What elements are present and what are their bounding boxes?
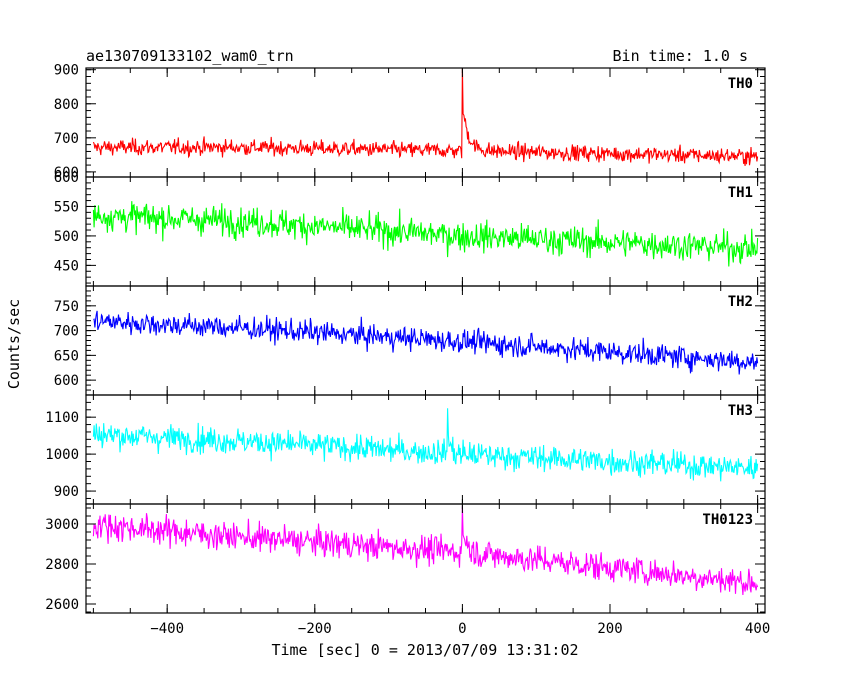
y-tick-label-th3: 1000 [45, 447, 79, 463]
panel-th0: 600 700 800 900 TH0 [54, 63, 766, 181]
bin-time-label: Bin time: 1.0 s [613, 47, 748, 65]
x-axis-label: Time [sec] 0 = 2013/07/09 13:31:02 [271, 641, 578, 659]
y-tick-label-th2: 650 [54, 348, 79, 364]
y-tick-label-th1: 600 [54, 170, 79, 186]
y-tick-label-th0123: 2800 [45, 557, 79, 573]
x-tick-label: −200 [298, 621, 332, 637]
y-tick-label-th0123: 3000 [45, 517, 79, 533]
x-tick-label: 400 [745, 621, 770, 637]
panel-th3: 900 1000 1100 TH3 [45, 394, 766, 505]
y-tick-label-th0: 800 [54, 97, 79, 113]
y-axis-label: Counts/sec [5, 299, 23, 389]
y-tick-label-th2: 750 [54, 299, 79, 315]
y-tick-label-th0: 600 [54, 165, 79, 181]
chart-title: ae130709133102_wam0_trn [86, 47, 294, 65]
panel-frame-th0 [85, 67, 766, 178]
x-tick-label: 200 [597, 621, 622, 637]
y-tick-label-th1: 550 [54, 199, 79, 215]
series-line-th3 [92, 408, 759, 482]
y-tick-label-th2: 600 [54, 373, 79, 389]
series-line-th0 [92, 68, 759, 166]
panel-label-th1: TH1 [728, 185, 753, 201]
panel-label-th3: TH3 [728, 403, 753, 419]
y-tick-label-th3: 1100 [45, 410, 79, 426]
series-line-th0123 [92, 506, 759, 596]
panel-frame-th0123 [85, 503, 766, 614]
y-tick-label-th3: 900 [54, 484, 79, 500]
panels: 600 700 800 900 TH0 450 500 550 600 TH1 600 650 700 7… [45, 63, 770, 637]
panel-label-th0: TH0 [728, 76, 753, 92]
y-tick-label-th2: 700 [54, 324, 79, 340]
y-tick-label-th1: 450 [54, 258, 79, 274]
panel-label-th2: TH2 [728, 294, 753, 310]
y-tick-label-th0123: 2600 [45, 597, 79, 613]
x-tick-label: 0 [458, 621, 466, 637]
y-tick-label-th1: 500 [54, 229, 79, 245]
series-line-th1 [92, 201, 759, 267]
panel-th2: 600 650 700 750 TH2 [54, 285, 766, 396]
series-line-th2 [93, 310, 759, 375]
y-tick-label-th0: 900 [54, 63, 79, 79]
y-tick-label-th0: 700 [54, 131, 79, 147]
panel-th1: 450 500 550 600 TH1 [54, 170, 766, 287]
panel-label-th0123: TH0123 [702, 512, 753, 528]
panel-th0123: 2600 2800 3000 TH0123 [45, 503, 766, 614]
x-tick-label: −400 [150, 621, 184, 637]
